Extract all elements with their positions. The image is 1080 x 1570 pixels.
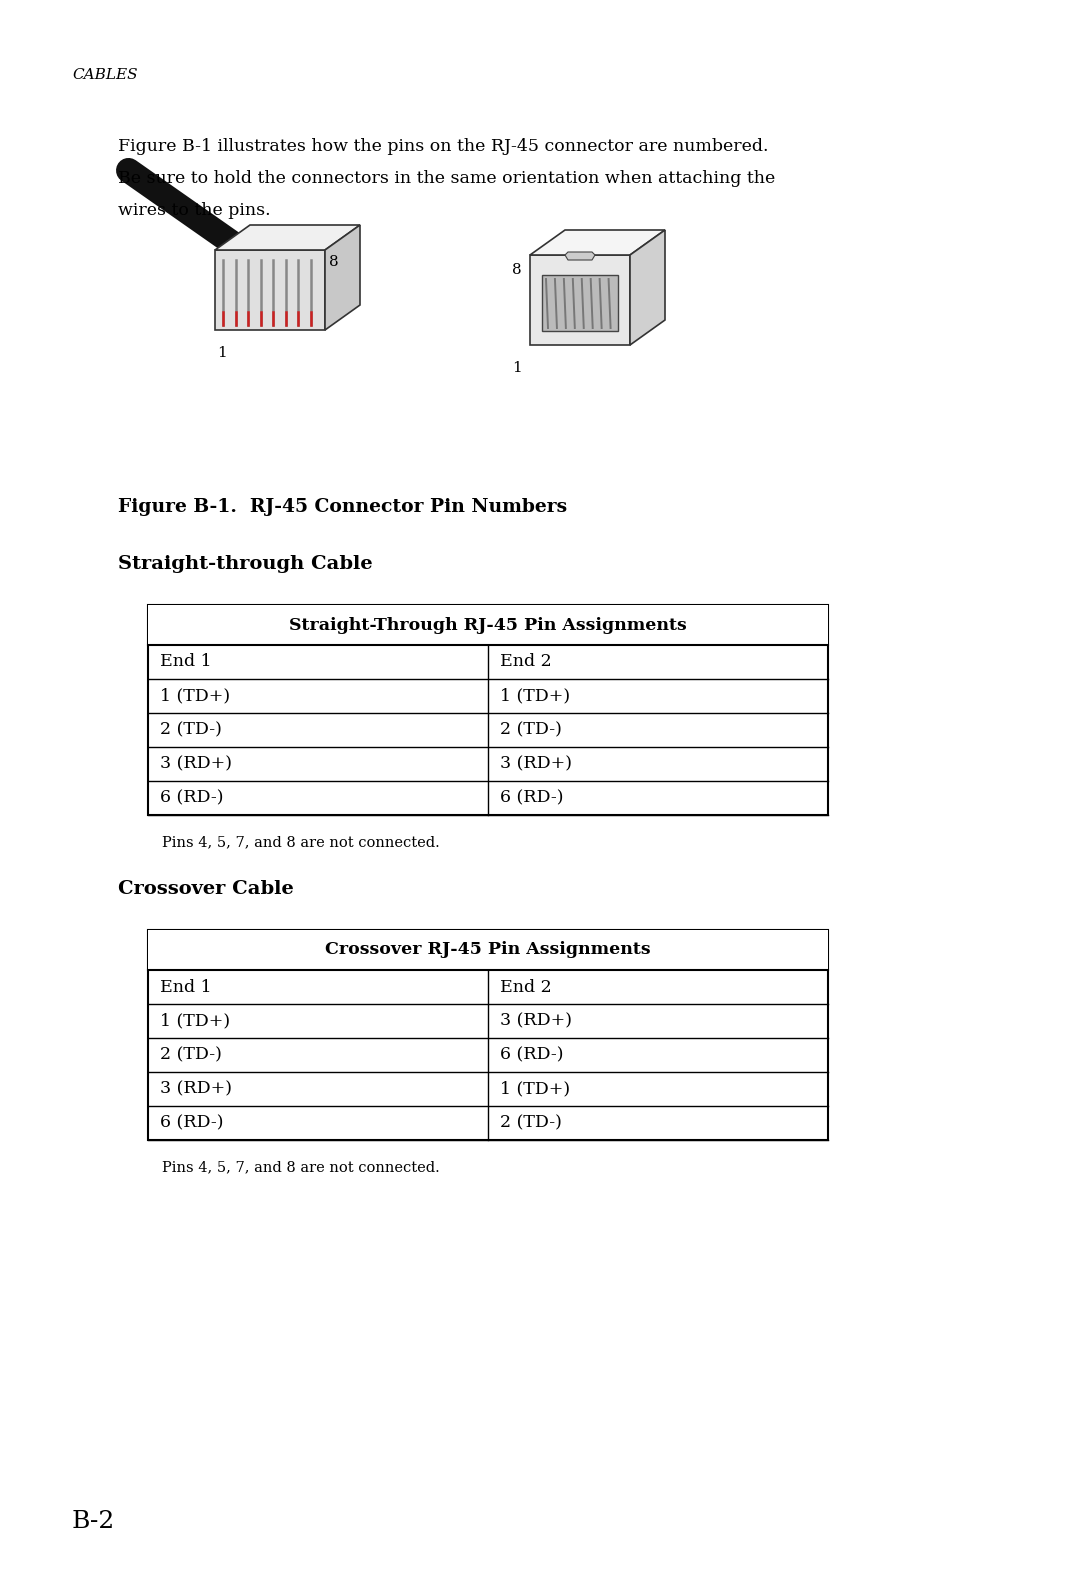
Text: End 2: End 2 [500, 978, 552, 995]
Text: B-2: B-2 [72, 1510, 116, 1532]
Text: 2 (TD-): 2 (TD-) [160, 722, 221, 738]
Polygon shape [325, 225, 360, 330]
Polygon shape [215, 225, 360, 250]
Text: 1 (TD+): 1 (TD+) [160, 688, 230, 705]
Text: 1: 1 [512, 361, 522, 375]
Text: Straight-through Cable: Straight-through Cable [118, 556, 373, 573]
Text: 2 (TD-): 2 (TD-) [500, 1115, 562, 1132]
Bar [148, 929, 828, 970]
Bar [215, 250, 325, 330]
Text: 6 (RD-): 6 (RD-) [500, 1047, 564, 1063]
Text: Straight-Through RJ-45 Pin Assignments: Straight-Through RJ-45 Pin Assignments [289, 617, 687, 634]
Polygon shape [530, 229, 665, 254]
Text: 6 (RD-): 6 (RD-) [160, 790, 224, 807]
Text: End 1: End 1 [160, 978, 212, 995]
Text: Figure B-1.  RJ-45 Connector Pin Numbers: Figure B-1. RJ-45 Connector Pin Numbers [118, 498, 567, 517]
Text: Be sure to hold the connectors in the same orientation when attaching the: Be sure to hold the connectors in the sa… [118, 170, 775, 187]
Text: 8: 8 [329, 254, 339, 268]
Bar [530, 254, 630, 345]
Text: wires to the pins.: wires to the pins. [118, 203, 271, 218]
Text: Pins 4, 5, 7, and 8 are not connected.: Pins 4, 5, 7, and 8 are not connected. [162, 1160, 440, 1174]
Text: 3 (RD+): 3 (RD+) [160, 755, 232, 772]
Text: CABLES: CABLES [72, 68, 137, 82]
Text: 6 (RD-): 6 (RD-) [160, 1115, 224, 1132]
Polygon shape [565, 253, 595, 261]
Text: 1: 1 [217, 345, 227, 360]
Text: 6 (RD-): 6 (RD-) [500, 790, 564, 807]
Text: Figure B-1 illustrates how the pins on the RJ-45 connector are numbered.: Figure B-1 illustrates how the pins on t… [118, 138, 769, 155]
Text: 2 (TD-): 2 (TD-) [160, 1047, 221, 1063]
Bar [148, 604, 828, 815]
Text: End 2: End 2 [500, 653, 552, 670]
Polygon shape [630, 229, 665, 345]
Bar [148, 604, 828, 645]
Text: End 1: End 1 [160, 653, 212, 670]
Text: 3 (RD+): 3 (RD+) [500, 755, 572, 772]
Bar [542, 275, 618, 331]
Text: 3 (RD+): 3 (RD+) [500, 1013, 572, 1030]
Text: 3 (RD+): 3 (RD+) [160, 1080, 232, 1097]
Text: 8: 8 [512, 264, 522, 276]
Text: 1 (TD+): 1 (TD+) [500, 688, 570, 705]
Text: Pins 4, 5, 7, and 8 are not connected.: Pins 4, 5, 7, and 8 are not connected. [162, 835, 440, 849]
Text: Crossover Cable: Crossover Cable [118, 881, 294, 898]
Bar [148, 929, 828, 1140]
Text: Crossover RJ-45 Pin Assignments: Crossover RJ-45 Pin Assignments [325, 942, 651, 959]
Text: 1 (TD+): 1 (TD+) [500, 1080, 570, 1097]
Text: 1 (TD+): 1 (TD+) [160, 1013, 230, 1030]
Text: 2 (TD-): 2 (TD-) [500, 722, 562, 738]
